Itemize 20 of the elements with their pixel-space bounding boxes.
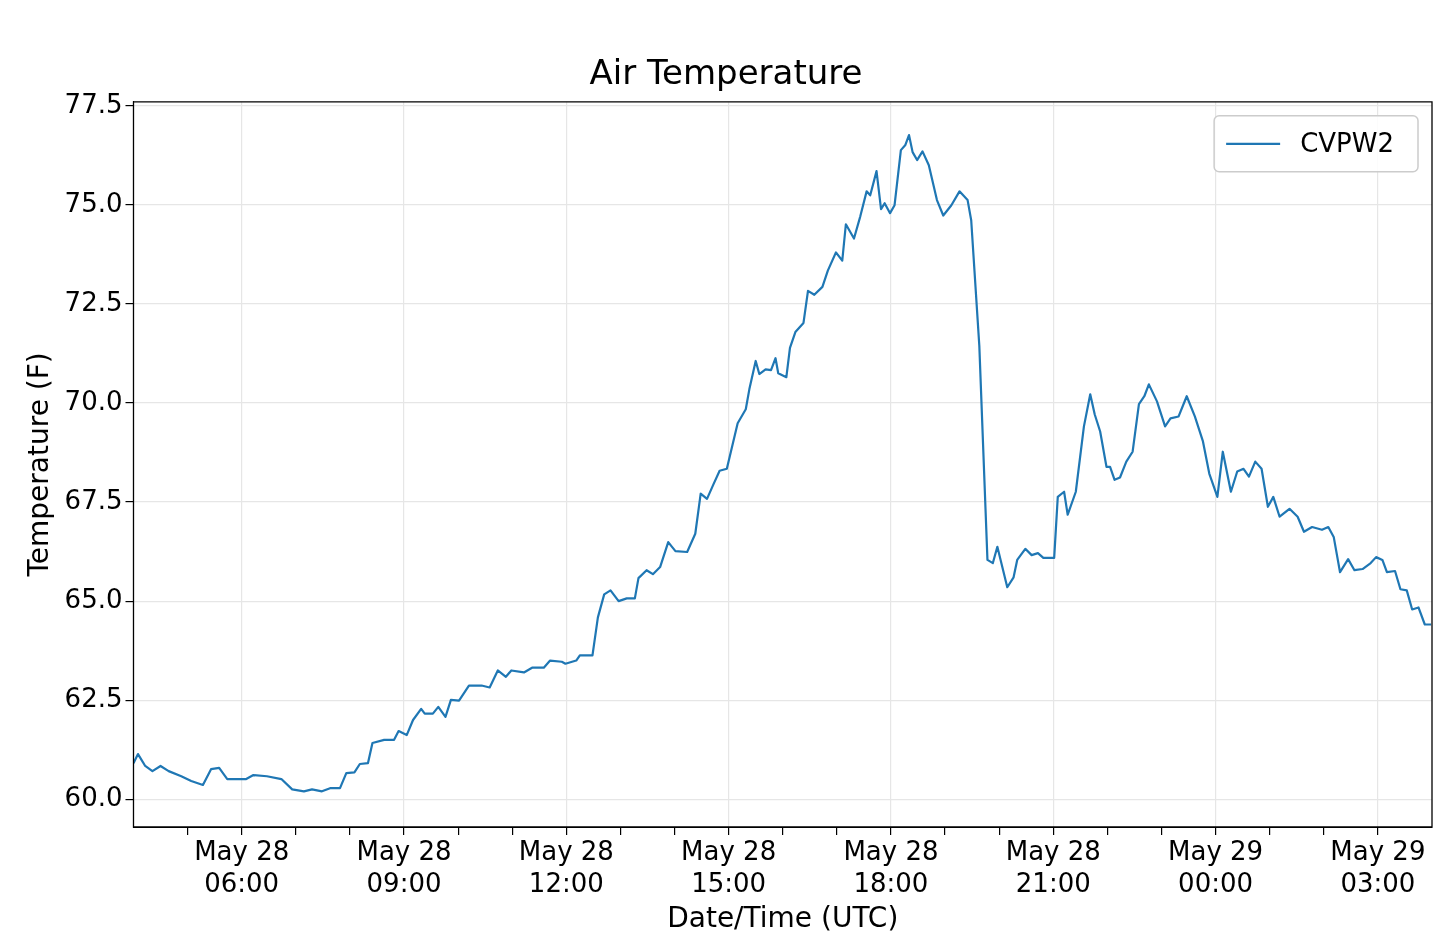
y-axis-title: Temperature (F) bbox=[22, 352, 56, 578]
y-tick-label: 62.5 bbox=[64, 682, 123, 713]
y-tick-label: 72.5 bbox=[64, 286, 123, 317]
x-tick-label: May 29 00:00 bbox=[1168, 836, 1264, 898]
y-tick-label: 65.0 bbox=[64, 583, 123, 614]
legend-label: CVPW2 bbox=[1300, 127, 1395, 158]
y-tick-label: 77.5 bbox=[64, 88, 123, 119]
x-tick-label: May 28 21:00 bbox=[1005, 836, 1101, 898]
x-axis-title: Date/Time (UTC) bbox=[667, 901, 899, 935]
x-tick-label: May 28 12:00 bbox=[518, 836, 614, 898]
x-tick-label: May 28 06:00 bbox=[194, 836, 290, 898]
x-tick-label: May 28 18:00 bbox=[843, 836, 939, 898]
x-tick-label: May 28 15:00 bbox=[681, 836, 777, 898]
y-tick-label: 60.0 bbox=[64, 782, 123, 813]
y-tick-label: 67.5 bbox=[64, 484, 123, 515]
x-tick-label: May 28 09:00 bbox=[356, 836, 452, 898]
chart-title: Air Temperature bbox=[589, 52, 863, 93]
y-tick-label: 70.0 bbox=[64, 385, 123, 416]
x-tick-label: May 29 03:00 bbox=[1330, 836, 1426, 898]
y-tick-label: 75.0 bbox=[64, 187, 123, 218]
